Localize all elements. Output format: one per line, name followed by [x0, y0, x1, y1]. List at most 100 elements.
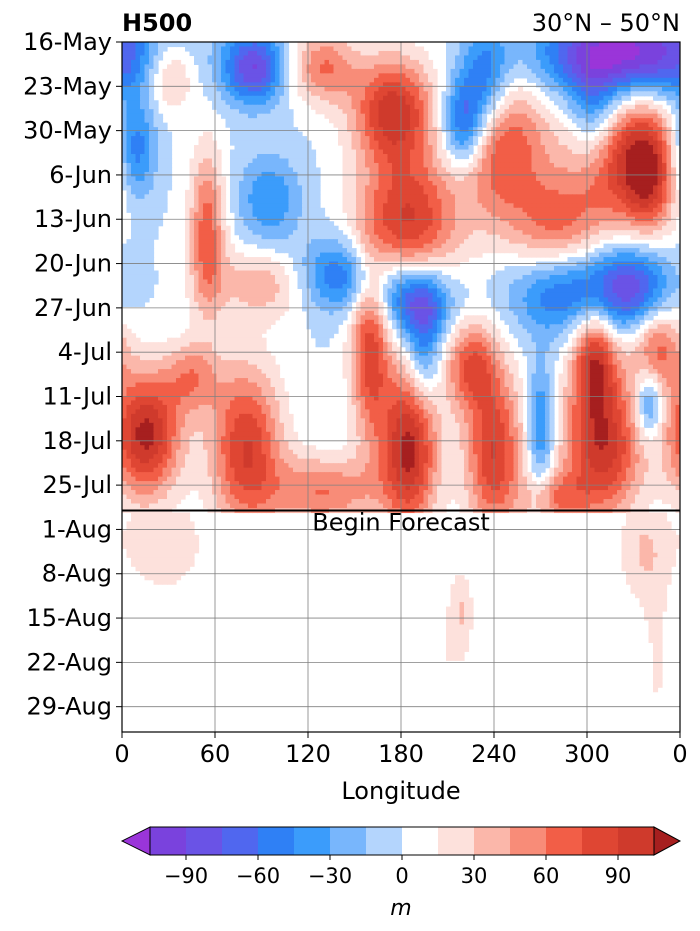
heat-cell	[518, 225, 524, 231]
heat-cell	[482, 194, 488, 200]
heat-cell	[594, 82, 600, 88]
heat-cell	[261, 55, 267, 61]
heat-cell	[135, 140, 141, 146]
heat-cell	[495, 64, 501, 70]
heat-cell	[248, 154, 254, 160]
heat-cell	[198, 162, 204, 169]
heat-cell	[549, 113, 555, 119]
heat-cell	[473, 176, 479, 182]
heat-cell	[194, 198, 200, 204]
heat-cell	[500, 239, 506, 245]
heat-cell	[149, 239, 155, 245]
heat-cell	[662, 86, 668, 92]
heat-cell	[176, 82, 182, 88]
heat-cell	[365, 104, 371, 110]
heat-cell	[468, 131, 474, 137]
heat-cell	[585, 176, 591, 182]
heat-cell	[594, 50, 600, 57]
heat-cell	[266, 230, 272, 236]
heat-cell	[486, 180, 492, 186]
heat-cell	[540, 230, 546, 236]
heat-cell	[297, 42, 303, 48]
heat-cell	[257, 118, 263, 124]
heat-cell	[419, 234, 425, 240]
heat-cell	[257, 207, 263, 213]
heat-cell	[617, 77, 623, 83]
heat-cell	[198, 46, 204, 52]
heat-cell	[540, 46, 546, 52]
heat-cell	[365, 95, 371, 101]
heat-cell	[180, 77, 186, 83]
heat-cell	[590, 127, 596, 133]
heat-cell	[554, 230, 560, 236]
heat-cell	[441, 158, 447, 164]
heat-cell	[518, 68, 524, 74]
heat-cell	[243, 104, 249, 110]
heat-cell	[270, 234, 276, 240]
heat-cell	[216, 109, 222, 115]
heat-cell	[464, 50, 470, 57]
heat-cell	[342, 176, 348, 182]
heat-cell	[243, 50, 249, 57]
heat-cell	[293, 243, 299, 249]
heat-cell	[401, 73, 407, 79]
heat-cell	[549, 145, 555, 151]
heat-cell	[329, 64, 335, 70]
heat-cell	[383, 207, 389, 213]
heat-cell	[243, 171, 249, 178]
heat-cell	[477, 68, 483, 74]
heat-cell	[468, 207, 474, 213]
heat-cell	[464, 239, 470, 245]
heat-cell	[486, 243, 492, 249]
heat-cell	[347, 50, 353, 57]
heat-cell	[446, 118, 452, 124]
heat-cell	[621, 212, 627, 218]
heat-cell	[266, 243, 272, 249]
heat-cell	[356, 189, 362, 195]
heat-cell	[612, 162, 618, 169]
heat-cell	[594, 212, 600, 218]
heat-cell	[333, 86, 339, 92]
heat-cell	[594, 64, 600, 70]
heat-cell	[437, 189, 443, 195]
heat-cell	[630, 145, 636, 151]
heat-cell	[495, 50, 501, 57]
heat-cell	[207, 171, 213, 178]
heat-cell	[635, 149, 641, 155]
heat-cell	[365, 46, 371, 52]
heat-cell	[504, 131, 510, 137]
heat-cell	[477, 203, 483, 209]
heat-cell	[270, 86, 276, 92]
heat-cell	[203, 198, 209, 204]
heat-cell	[266, 234, 272, 240]
heat-cell	[531, 162, 537, 169]
heat-cell	[414, 189, 420, 195]
heat-cell	[675, 203, 680, 209]
heat-cell	[617, 50, 623, 57]
heat-cell	[378, 171, 384, 178]
heat-cell	[302, 77, 308, 83]
heat-cell	[329, 118, 335, 124]
heat-cell	[356, 234, 362, 240]
heat-cell	[333, 68, 339, 74]
heat-cell	[621, 131, 627, 137]
heat-cell	[477, 185, 483, 191]
heat-cell	[243, 42, 249, 48]
heat-cell	[464, 46, 470, 52]
heat-cell	[437, 158, 443, 164]
heat-cell	[140, 230, 146, 236]
heat-cell	[207, 207, 213, 213]
heat-cell	[666, 122, 672, 128]
heat-cell	[140, 59, 146, 65]
heat-cell	[639, 189, 645, 195]
heat-cell	[149, 225, 155, 231]
heat-cell	[374, 86, 380, 92]
heat-cell	[207, 46, 213, 52]
heat-cell	[567, 104, 573, 110]
heat-cell	[351, 122, 357, 128]
heat-cell	[540, 77, 546, 83]
heat-cell	[603, 225, 609, 231]
heat-cell	[261, 118, 267, 124]
heat-cell	[302, 194, 308, 200]
heat-cell	[666, 50, 672, 57]
